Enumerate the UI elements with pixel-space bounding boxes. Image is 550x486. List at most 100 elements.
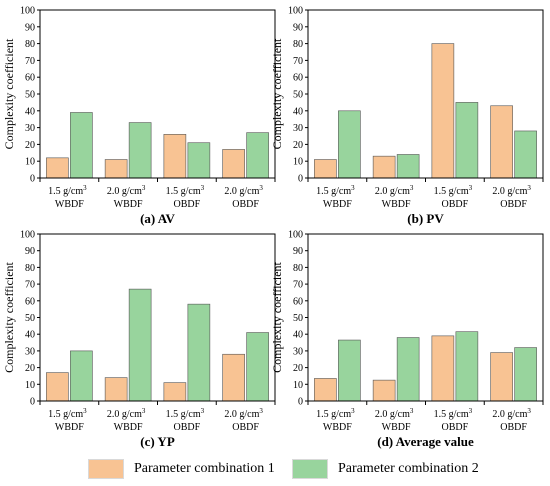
x-tick-label-line1: 1.5 g/cm3 [434,407,473,420]
y-tick-label: 20 [293,140,303,151]
bar-series-1-cat-1 [314,159,337,179]
y-tick-label: 0 [298,174,303,185]
y-tick-label: 80 [25,39,35,50]
bar-series-2-cat-4 [514,130,537,179]
y-tick-label: 60 [293,73,303,84]
bar-series-2-cat-2 [128,288,152,402]
chart-panel-1: 0 10 20 30 40 50 60 70 80 90 100 1.5 g/cm3 WBDF 2.0 g… [2,6,276,226]
bar-series-2-cat-1 [338,339,361,402]
y-tick-label: 10 [25,157,35,168]
bar-series-2-cat-2 [396,337,420,402]
bar-series-1-cat-3 [431,335,455,402]
y-axis-label: Complexity coefficient [2,261,16,372]
chart-panel-2: 0 10 20 30 40 50 60 70 80 90 100 1.5 g/cm3 WBDF 2.0 g… [270,6,544,226]
y-axis-label: Complexity coefficient [270,261,284,372]
y-tick-label: 80 [293,263,303,274]
legend: Parameter combination 1 Parameter combin… [0,452,550,486]
y-tick-label: 70 [25,280,35,291]
y-tick-label: 100 [288,6,303,17]
panel-title: (d) Average value [377,434,474,449]
x-tick-label-line1: 1.5 g/cm3 [316,184,355,197]
x-tick-label-line2: OBDF [232,422,259,433]
x-tick-label-line2: OBDF [442,199,469,210]
x-tick-label-line2: WBDF [382,422,411,433]
bar-series-1-cat-2 [372,379,396,402]
bar-series-2-cat-4 [246,332,269,402]
y-tick-label: 70 [293,56,303,67]
y-tick-label: 100 [20,230,35,241]
y-tick-label: 70 [293,280,303,291]
bar-series-2-cat-1 [70,350,93,402]
x-tick-label-line2: WBDF [323,199,352,210]
y-tick-label: 50 [293,313,303,324]
x-tick-label-line2: WBDF [55,199,84,210]
y-tick-label: 70 [25,56,35,67]
bar-series-2-cat-2 [396,154,420,179]
y-tick-label: 30 [25,123,35,134]
bar-series-1-cat-2 [372,155,396,179]
x-tick-label-line2: WBDF [55,422,84,433]
x-tick-label-line2: OBDF [500,199,527,210]
panel-title: (a) AV [140,211,175,226]
legend-item-series-1: Parameter combination 1 [88,458,275,480]
x-tick-label-line1: 1.5 g/cm3 [166,184,205,197]
y-tick-label: 30 [293,123,303,134]
x-tick-label-line1: 2.0 g/cm3 [224,407,263,420]
x-tick-label-line1: 2.0 g/cm3 [107,184,146,197]
y-tick-label: 50 [25,313,35,324]
x-tick-label-line1: 1.5 g/cm3 [48,407,87,420]
y-tick-label: 30 [293,346,303,357]
y-axis-label: Complexity coefficient [270,38,284,149]
bar-series-1-cat-2 [104,377,128,402]
y-tick-label: 50 [25,90,35,101]
legend-label-series-1: Parameter combination 1 [134,461,275,476]
x-tick-label-line2: OBDF [174,422,201,433]
y-tick-label: 80 [25,263,35,274]
x-tick-label-line2: WBDF [323,422,352,433]
y-tick-label: 90 [293,246,303,257]
y-tick-label: 10 [293,157,303,168]
bar-series-1-cat-1 [46,372,69,402]
bar-series-2-cat-3 [455,331,479,402]
x-tick-label-line1: 2.0 g/cm3 [492,184,531,197]
y-tick-label: 100 [288,230,303,241]
bar-series-1-cat-3 [163,382,187,402]
y-tick-label: 20 [25,363,35,374]
bar-series-1-cat-4 [490,352,513,402]
x-tick-label-line2: WBDF [114,199,143,210]
x-tick-label-line1: 2.0 g/cm3 [375,184,414,197]
x-tick-label-line2: WBDF [114,422,143,433]
y-tick-label: 10 [293,380,303,391]
bar-series-1-cat-2 [104,159,128,179]
y-tick-label: 50 [293,90,303,101]
bar-series-1-cat-3 [431,43,455,179]
bar-series-2-cat-2 [128,122,152,179]
y-tick-label: 20 [293,363,303,374]
bar-series-2-cat-3 [455,102,479,179]
y-tick-label: 40 [293,106,303,117]
y-tick-label: 0 [298,397,303,408]
chart-panel-3: 0 10 20 30 40 50 60 70 80 90 100 1.5 g/cm3 WBDF 2.0 g… [2,230,276,449]
x-tick-label-line1: 1.5 g/cm3 [316,407,355,420]
x-tick-label-line2: OBDF [232,199,259,210]
x-tick-label-line2: OBDF [500,422,527,433]
bar-series-1-cat-1 [314,378,337,402]
bar-series-1-cat-4 [222,353,245,402]
x-tick-label-line1: 2.0 g/cm3 [224,184,263,197]
x-tick-label-line2: OBDF [174,199,201,210]
x-tick-label-line1: 2.0 g/cm3 [492,407,531,420]
bar-series-1-cat-1 [46,157,69,179]
bar-series-2-cat-3 [187,303,211,402]
y-tick-label: 20 [25,140,35,151]
x-tick-label-line1: 1.5 g/cm3 [48,184,87,197]
y-tick-label: 0 [30,397,35,408]
y-tick-label: 90 [25,22,35,33]
x-tick-label-line1: 2.0 g/cm3 [107,407,146,420]
bar-series-1-cat-4 [222,149,245,179]
bar-series-2-cat-4 [514,347,537,402]
bar-series-2-cat-1 [338,110,361,179]
x-tick-label-line2: OBDF [442,422,469,433]
y-tick-label: 0 [30,174,35,185]
panel-title: (c) YP [140,434,175,449]
